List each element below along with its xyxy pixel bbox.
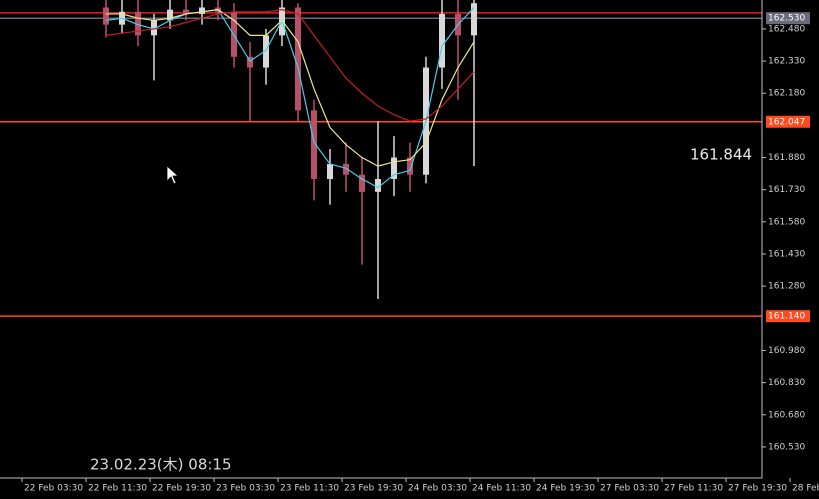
candle-body [359, 174, 365, 192]
price-level-box [766, 12, 810, 25]
x-tick-label: 24 Feb 19:30 [536, 484, 595, 494]
y-tick-label: 160.830 [768, 378, 805, 388]
y-tick-label: 161.280 [768, 282, 805, 292]
y-tick-label: 161.580 [768, 217, 805, 227]
x-tick-label: 22 Feb 11:30 [88, 484, 147, 494]
x-tick-label: 27 Feb 19:30 [728, 484, 787, 494]
price-level-label: 162.530 [768, 14, 805, 24]
candle-body [103, 7, 109, 25]
y-tick-label: 161.880 [768, 153, 805, 163]
candle-body [263, 35, 269, 68]
y-tick-label: 162.330 [768, 57, 805, 67]
x-tick-label: 28 Feb 03:30 [792, 484, 819, 494]
y-tick-label: 162.180 [768, 89, 805, 99]
moving-average [105, 9, 475, 122]
x-tick-label: 24 Feb 03:30 [408, 484, 467, 494]
price-level-box [766, 310, 810, 323]
timestamp: 23.02.23(木) 08:15 [90, 456, 232, 474]
candle-body [183, 9, 189, 14]
candle-body [327, 163, 333, 179]
price-level-label: 162.047 [768, 117, 805, 127]
x-tick-label: 23 Feb 19:30 [344, 484, 403, 494]
moving-average [105, 7, 475, 189]
price-annotation: 161.844 [690, 146, 752, 164]
x-tick-label: 23 Feb 11:30 [280, 484, 339, 494]
y-tick-label: 161.730 [768, 185, 805, 195]
candle-body [375, 178, 381, 192]
candle-body [311, 110, 317, 179]
candle-body [167, 9, 173, 21]
candle-body [343, 163, 349, 175]
moving-average [106, 9, 475, 167]
x-tick-label: 24 Feb 11:30 [472, 484, 531, 494]
y-tick-label: 160.980 [768, 346, 805, 356]
x-tick-label: 22 Feb 03:30 [24, 484, 83, 494]
candle-body [199, 7, 205, 14]
candle-body [247, 56, 253, 68]
y-tick-label: 162.480 [768, 24, 805, 34]
y-tick-label: 160.530 [768, 442, 805, 452]
price-level-box [766, 115, 810, 128]
candle-body [391, 157, 397, 179]
candle-body [151, 20, 157, 36]
candle-body [439, 13, 445, 68]
x-tick-label: 27 Feb 11:30 [664, 484, 723, 494]
y-tick-label: 160.680 [768, 410, 805, 420]
mouse-cursor [166, 165, 180, 185]
x-tick-label: 23 Feb 03:30 [216, 484, 275, 494]
y-tick-label: 161.430 [768, 250, 805, 260]
candle-body [135, 11, 141, 36]
axes: 162.480 162.330 162.180 161.880 161.730 161.5… [21, 12, 819, 494]
candle-body [295, 7, 301, 111]
price-level-label: 161.140 [768, 312, 805, 322]
candle-body [471, 3, 477, 36]
candle-body [407, 157, 413, 175]
x-tick-label: 27 Feb 03:30 [600, 484, 659, 494]
x-tick-label: 22 Feb 19:30 [152, 484, 211, 494]
plot-area [0, 0, 762, 317]
